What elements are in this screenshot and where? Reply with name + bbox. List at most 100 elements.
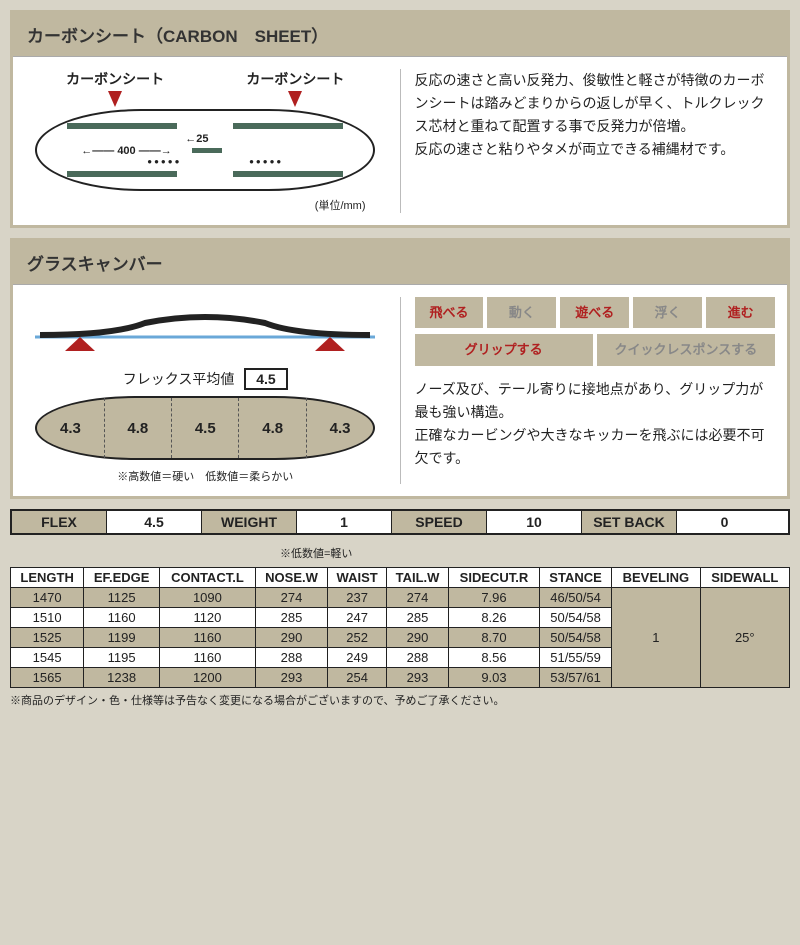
spec-cell: 293 (255, 668, 327, 688)
footnote: ※商品のデザイン・色・仕様等は予告なく変更になる場合がございますので、予めご了承… (10, 692, 790, 708)
flex-segment: 4.3 (307, 398, 373, 458)
summary-label-speed: SPEED (392, 511, 487, 533)
tag-浮く: 浮く (633, 297, 702, 328)
spec-cell: 288 (387, 648, 449, 668)
spec-cell: 252 (328, 628, 387, 648)
spec-cell: 51/55/59 (540, 648, 612, 668)
spec-cell: 50/54/58 (540, 628, 612, 648)
tag-進む: 進む (706, 297, 775, 328)
pointer-down-icon (288, 91, 302, 107)
spec-cell: 1545 (11, 648, 84, 668)
flex-segment: 4.3 (37, 398, 104, 458)
summary-label-set-back: SET BACK (582, 511, 677, 533)
spec-col-waist: WAIST (328, 568, 387, 588)
carbon-sheet-panel: カーボンシート（CARBON SHEET） カーボンシート カーボンシート ←—… (10, 10, 790, 228)
unit-note: (単位/mm) (25, 197, 386, 213)
tag-遊べる: 遊べる (560, 297, 629, 328)
camber-diagram: フレックス平均値 4.5 4.34.84.54.84.3 ※高数値＝硬い 低数値… (25, 297, 386, 484)
dim-400: 400 (117, 145, 135, 157)
spec-cell: 1160 (160, 628, 256, 648)
spec-cell: 1200 (160, 668, 256, 688)
spec-col-contact.l: CONTACT.L (160, 568, 256, 588)
flex-segment: 4.8 (239, 398, 306, 458)
spec-cell: 1090 (160, 588, 256, 608)
spec-col-ef.edge: EF.EDGE (84, 568, 160, 588)
carbon-text: 反応の速さと高い反発力、俊敏性と軽さが特徴のカーボンシートは踏みどまりからの返し… (415, 69, 776, 213)
pointer-down-icon (108, 91, 122, 107)
spec-table: LENGTHEF.EDGECONTACT.LNOSE.WWAISTTAIL.WS… (10, 567, 790, 688)
spec-row: 1470112510902742372747.9646/50/54125° (11, 588, 790, 608)
spec-cell: 1565 (11, 668, 84, 688)
spec-cell: 1120 (160, 608, 256, 628)
spec-col-sidecut.r: SIDECUT.R (448, 568, 539, 588)
spec-sidewall: 25° (700, 588, 789, 688)
spec-cell: 290 (255, 628, 327, 648)
spec-cell: 237 (328, 588, 387, 608)
spec-cell: 1525 (11, 628, 84, 648)
spec-cell: 8.56 (448, 648, 539, 668)
spec-beveling: 1 (612, 588, 701, 688)
spec-col-stance: STANCE (540, 568, 612, 588)
spec-cell: 46/50/54 (540, 588, 612, 608)
carbon-label-left: カーボンシート (66, 69, 164, 89)
tag-row-1: 飛べる動く遊べる浮く進む (415, 297, 776, 328)
spec-cell: 1160 (84, 608, 160, 628)
spec-cell: 290 (387, 628, 449, 648)
spec-col-sidewall: SIDEWALL (700, 568, 789, 588)
spec-cell: 254 (328, 668, 387, 688)
spec-cell: 7.96 (448, 588, 539, 608)
flex-note: ※高数値＝硬い 低数値＝柔らかい (25, 468, 386, 484)
flex-avg-label: フレックス平均値 (123, 371, 235, 387)
carbon-diagram: カーボンシート カーボンシート ←—— 400 ——→ ←25 ●●●●● ●●… (25, 69, 386, 213)
flex-segment: 4.5 (172, 398, 239, 458)
spec-cell: 293 (387, 668, 449, 688)
spec-cell: 1160 (160, 648, 256, 668)
spec-col-tail.w: TAIL.W (387, 568, 449, 588)
spec-cell: 249 (328, 648, 387, 668)
spec-cell: 53/57/61 (540, 668, 612, 688)
carbon-title: カーボンシート（CARBON SHEET） (13, 13, 787, 57)
spec-cell: 274 (255, 588, 327, 608)
tag-row-2: グリップするクイックレスポンスする (415, 334, 776, 365)
spec-cell: 8.70 (448, 628, 539, 648)
summary-note: ※低数値=軽い (280, 545, 800, 561)
spec-col-nose.w: NOSE.W (255, 568, 327, 588)
spec-cell: 288 (255, 648, 327, 668)
spec-cell: 8.26 (448, 608, 539, 628)
camber-profile-icon (25, 297, 385, 357)
board-shape: ←—— 400 ——→ ←25 ●●●●● ●●●●● (35, 109, 375, 191)
tag-飛べる: 飛べる (415, 297, 484, 328)
spec-cell: 1125 (84, 588, 160, 608)
summary-row: FLEX4.5WEIGHT1SPEED10SET BACK0 (10, 509, 790, 535)
tag-グリップする: グリップする (415, 334, 593, 365)
spec-cell: 1238 (84, 668, 160, 688)
spec-cell: 247 (328, 608, 387, 628)
summary-value-speed: 10 (487, 511, 582, 533)
summary-value-weight: 1 (297, 511, 392, 533)
dim-25: 25 (196, 133, 208, 145)
spec-cell: 1199 (84, 628, 160, 648)
spec-cell: 1195 (84, 648, 160, 668)
camber-title: グラスキャンバー (13, 241, 787, 285)
spec-cell: 1470 (11, 588, 84, 608)
flex-avg-value: 4.5 (244, 368, 287, 390)
spec-cell: 285 (387, 608, 449, 628)
spec-cell: 50/54/58 (540, 608, 612, 628)
camber-desc: ノーズ及び、テール寄りに接地点があり、グリップ力が最も強い構造。正確なカービング… (415, 378, 776, 470)
spec-cell: 9.03 (448, 668, 539, 688)
spec-cell: 1510 (11, 608, 84, 628)
spec-col-beveling: BEVELING (612, 568, 701, 588)
flex-segment: 4.8 (105, 398, 172, 458)
spec-cell: 274 (387, 588, 449, 608)
tag-クイックレスポンスする: クイックレスポンスする (597, 334, 775, 365)
carbon-label-right: カーボンシート (246, 69, 344, 89)
summary-value-flex: 4.5 (107, 511, 202, 533)
summary-label-flex: FLEX (12, 511, 107, 533)
summary-label-weight: WEIGHT (202, 511, 297, 533)
glass-camber-panel: グラスキャンバー フレックス平均値 4.5 4.34.84.54.84.3 ※高… (10, 238, 790, 499)
tag-動く: 動く (487, 297, 556, 328)
flex-board: 4.34.84.54.84.3 (35, 396, 375, 460)
spec-col-length: LENGTH (11, 568, 84, 588)
spec-cell: 285 (255, 608, 327, 628)
summary-value-set-back: 0 (677, 511, 772, 533)
